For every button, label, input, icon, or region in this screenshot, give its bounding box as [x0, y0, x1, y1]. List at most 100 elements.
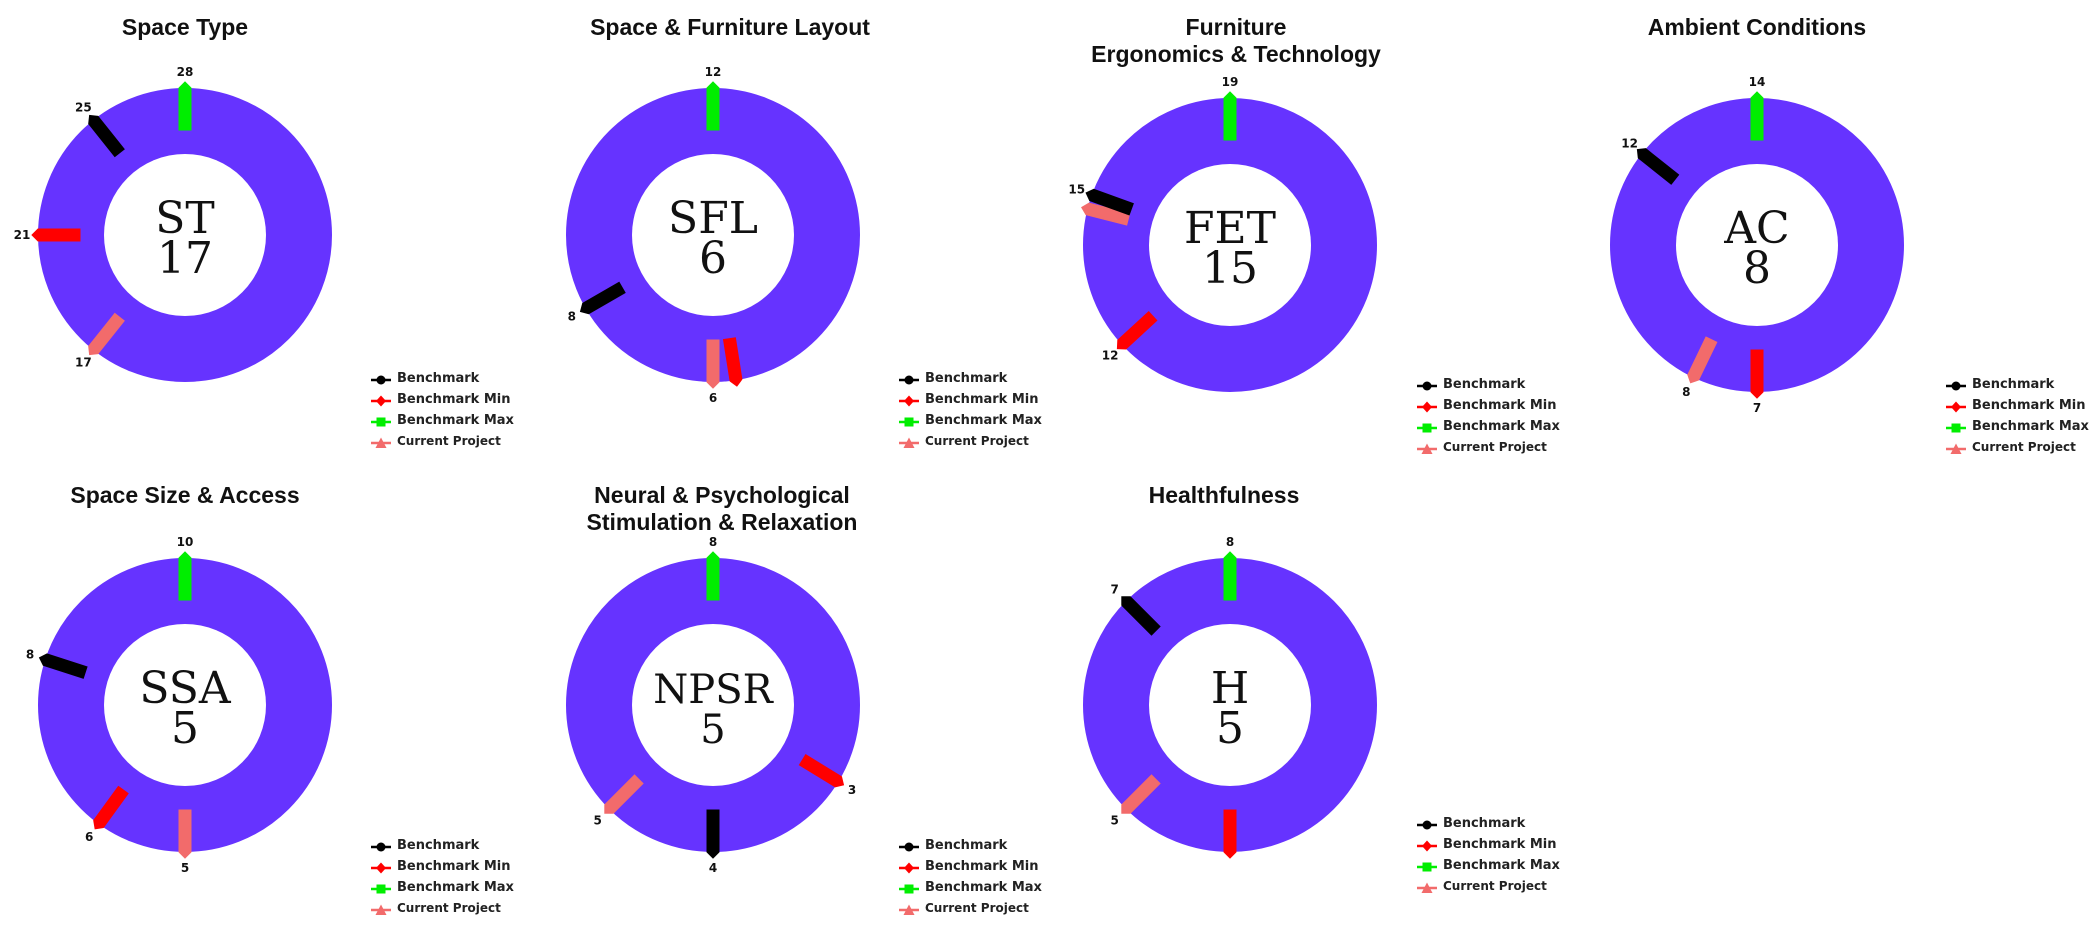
legend-item-benchmark-min: Benchmark Min [1416, 395, 1566, 416]
chart-legend: Benchmark Benchmark Min Benchmark Max Curre… [898, 835, 1048, 919]
legend-item-benchmark-min: Benchmark Min [1416, 834, 1566, 855]
legend-label: Benchmark [1443, 816, 1526, 831]
value-label-current-project: 6 [709, 391, 717, 405]
value-label-benchmark-max: 10 [177, 535, 194, 549]
needle-benchmark [579, 281, 626, 315]
legend-label: Benchmark [1972, 377, 2055, 392]
needle-benchmark-max [1223, 91, 1237, 141]
diamond-icon [898, 860, 920, 874]
chart-title-line: Ambient Conditions [1647, 14, 1867, 40]
legend-label: Benchmark Max [925, 880, 1042, 895]
legend-label: Benchmark Min [1972, 398, 2086, 413]
value-label-benchmark-min: 3 [848, 783, 856, 797]
needle-current-project [1687, 336, 1718, 384]
legend-item-current-project: Current Project [1945, 437, 2095, 458]
needle-benchmark-min [1116, 310, 1158, 350]
square-icon [370, 881, 392, 894]
legend-label: Benchmark Min [925, 859, 1039, 874]
needle-benchmark [706, 809, 720, 859]
gauge-center [632, 624, 794, 786]
chart-title: Space & Furniture Layout [430, 14, 1030, 41]
needle-current-project [1081, 202, 1131, 226]
circle-icon [898, 839, 920, 852]
needle-current-project [706, 339, 720, 389]
needle-benchmark-max [1750, 91, 1764, 141]
center-abbreviation: SSA [139, 663, 232, 714]
needle-benchmark-min [93, 785, 129, 830]
value-label-benchmark-max: 12 [705, 65, 722, 79]
legend-item-benchmark-max: Benchmark Max [370, 410, 520, 431]
legend-label: Current Project [1443, 440, 1547, 454]
legend-item-current-project: Current Project [898, 431, 1048, 452]
legend-item-benchmark: Benchmark [370, 368, 520, 389]
square-icon [1416, 420, 1438, 433]
legend-item-current-project: Current Project [898, 898, 1048, 919]
legend-item-benchmark: Benchmark [370, 835, 520, 856]
value-label-benchmark-min: 7 [1753, 401, 1761, 415]
center-score: 8 [1743, 243, 1771, 294]
legend-label: Current Project [925, 434, 1029, 448]
center-abbreviation: NPSR [653, 667, 774, 713]
triangle-icon [898, 902, 920, 915]
gauge-center [1149, 624, 1311, 786]
gauge-center [1149, 164, 1311, 326]
diamond-icon [370, 393, 392, 407]
center-abbreviation: SFL [668, 193, 758, 244]
chart-title-line: Space Size & Access [70, 482, 300, 508]
center-abbreviation: ST [155, 193, 215, 244]
legend-label: Benchmark Max [397, 880, 514, 895]
legend-item-current-project: Current Project [370, 898, 520, 919]
diamond-icon [1945, 399, 1967, 413]
chart-legend: Benchmark Benchmark Min Benchmark Max Curre… [1416, 374, 1566, 458]
center-score: 6 [699, 233, 727, 284]
legend-item-benchmark-min: Benchmark Min [370, 389, 520, 410]
circle-icon [1945, 378, 1967, 391]
needle-benchmark-min [1750, 349, 1764, 399]
legend-label: Benchmark [397, 838, 480, 853]
chart-legend: Benchmark Benchmark Min Benchmark Max Curre… [370, 835, 520, 919]
circle-icon [898, 372, 920, 385]
legend-item-current-project: Current Project [370, 431, 520, 452]
legend-item-benchmark: Benchmark [1416, 813, 1566, 834]
legend-label: Benchmark Max [397, 413, 514, 428]
legend-label: Benchmark Max [1443, 419, 1560, 434]
needle-benchmark-max [1223, 551, 1237, 601]
center-abbreviation: FET [1184, 203, 1276, 254]
needle-benchmark-min [31, 228, 81, 242]
center-score: 5 [700, 707, 725, 753]
center-score: 15 [1202, 243, 1258, 294]
chart-title: Space Type [0, 14, 485, 41]
value-label-benchmark: 12 [1621, 136, 1638, 150]
legend-item-benchmark: Benchmark [898, 835, 1048, 856]
chart-legend: Benchmark Benchmark Min Benchmark Max Curre… [1945, 374, 2095, 458]
chart-title: Neural & Psychological Stimulation & Rela… [422, 482, 1022, 536]
triangle-icon [370, 435, 392, 448]
value-label-benchmark-min: 6 [85, 830, 93, 844]
value-label-benchmark: 7 [1111, 583, 1119, 597]
chart-title: Furniture Ergonomics & Technology [936, 14, 1536, 68]
legend-label: Benchmark Min [925, 392, 1039, 407]
legend-label: Benchmark [925, 838, 1008, 853]
value-label-benchmark-min: 21 [14, 228, 31, 242]
legend-label: Benchmark Min [1443, 398, 1557, 413]
needle-benchmark-min [1223, 809, 1237, 859]
legend-label: Benchmark [1443, 377, 1526, 392]
square-icon [370, 414, 392, 427]
value-label-benchmark-max: 8 [1226, 535, 1234, 549]
value-label-benchmark-max: 28 [177, 65, 194, 79]
needle-current-project [178, 809, 192, 859]
triangle-icon [1416, 441, 1438, 454]
square-icon [898, 414, 920, 427]
legend-label: Current Project [397, 434, 501, 448]
needle-benchmark-max [178, 81, 192, 131]
legend-label: Benchmark Max [1972, 419, 2089, 434]
legend-item-benchmark-min: Benchmark Min [898, 856, 1048, 877]
legend-label: Current Project [1972, 440, 2076, 454]
value-label-benchmark: 4 [709, 861, 717, 875]
value-label-current-project: 17 [75, 355, 92, 369]
legend-item-current-project: Current Project [1416, 876, 1566, 897]
